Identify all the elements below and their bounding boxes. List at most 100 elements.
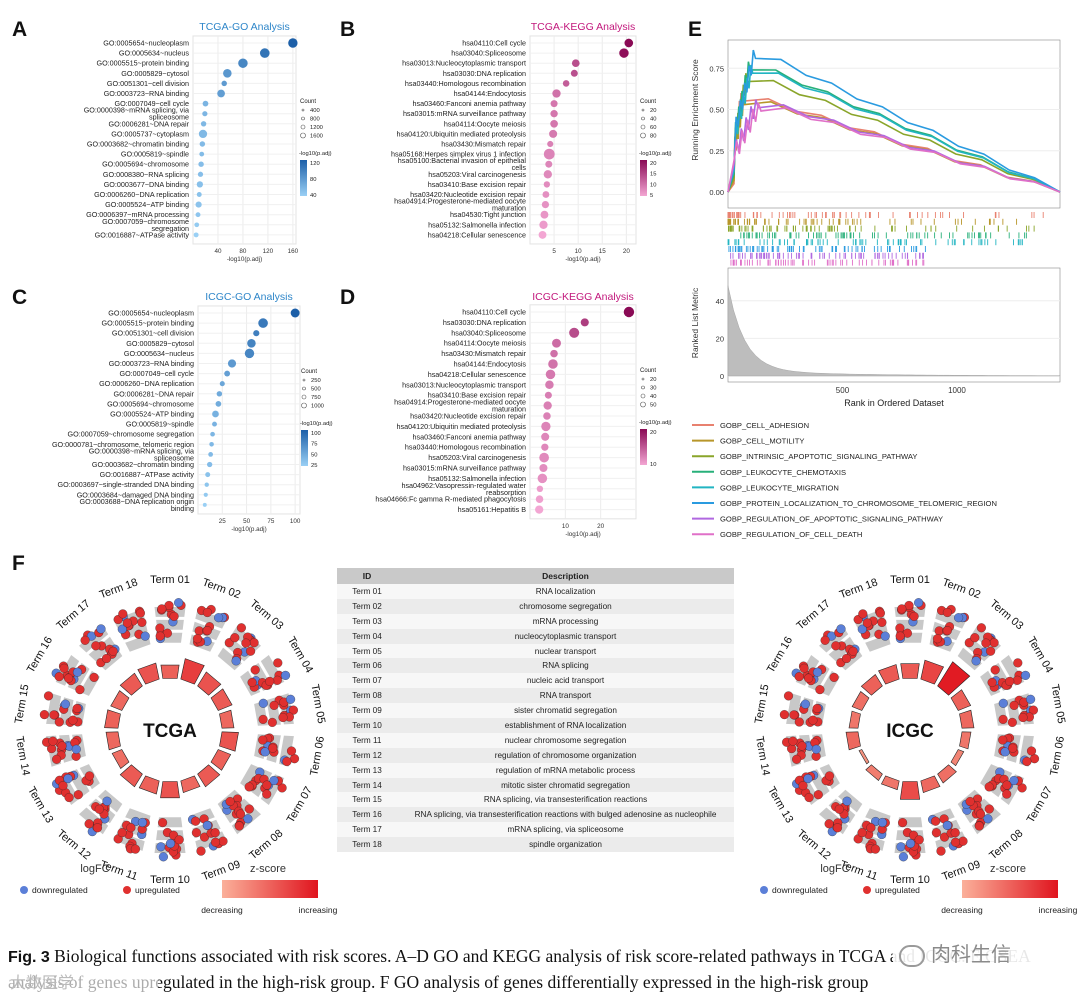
upregulated-gene-dot [118, 609, 128, 619]
downregulated-gene-dot [898, 852, 908, 862]
upregulated-gene-dot [998, 714, 1008, 724]
table-row: Term 13 regulation of mRNA metabolic proc… [337, 762, 734, 778]
es-line [727, 99, 1061, 193]
upregulated-gene-dot [234, 821, 244, 831]
upregulated-gene-dot [101, 653, 112, 664]
legend-count-label: 60 [650, 125, 656, 131]
upregulated-gene-dot [250, 665, 260, 675]
plot-area [529, 304, 637, 520]
x-tick-label: 10 [562, 523, 570, 530]
legend-size-marker [301, 394, 307, 400]
upregulated-gene-dot [848, 646, 858, 656]
data-point [571, 59, 580, 68]
upregulated-gene-dot [84, 819, 94, 829]
upregulated-gene-dot [59, 663, 69, 673]
data-point [217, 89, 225, 98]
data-point [203, 492, 208, 497]
data-point [541, 421, 551, 432]
y-tick-label: hsa03040:Spliceosome [451, 49, 526, 58]
upregulated-gene-dot [989, 638, 999, 648]
upregulated-gene-dot [1002, 780, 1012, 790]
data-point [547, 140, 554, 148]
y-tick-label: spliceosome [149, 113, 189, 122]
upregulated-gene-dot [857, 828, 867, 838]
term-id: Term 10 [337, 718, 397, 733]
legend-color-label: 100 [311, 431, 321, 437]
y-tick-label: reabsorption [486, 488, 526, 497]
upregulated-gene-dot [265, 676, 275, 686]
y-tick-label: hsa05168:Herpes simplex virus 1 infectio… [391, 150, 526, 159]
legend-color-label: 25 [311, 463, 317, 469]
gene-track-bar [195, 831, 227, 851]
table-row: Term 12 regulation of chromosome organiza… [337, 747, 734, 763]
data-point [194, 222, 200, 228]
table-row: Term 07 nucleic acid transport [337, 673, 734, 689]
circos-term-label: Term 16 [25, 635, 55, 675]
data-point [562, 80, 570, 87]
term-id: Term 11 [337, 732, 397, 748]
y-tick-label: hsa04120:Ubiquitin mediated proteolysis [397, 422, 527, 431]
y-axis-label-top: Running Enrichment Score [690, 59, 700, 161]
upregulated-gene-dot [258, 735, 268, 745]
y-tick-label: GO:0051301~cell division [107, 79, 189, 88]
data-point [224, 370, 231, 377]
y-tick-label: GO:0005694~chromosome [107, 399, 194, 408]
legend-count-label: 40 [650, 394, 656, 400]
chart-title: ICGC-GO Analysis [205, 291, 293, 303]
data-point [196, 181, 204, 188]
upregulated-gene-dot [909, 611, 919, 621]
chart-title: TCGA-GO Analysis [199, 21, 289, 33]
circos-term-label: Term 18 [838, 576, 879, 601]
data-point [543, 170, 552, 179]
circos-term-label: Term 17 [794, 598, 832, 633]
term-id: Term 07 [337, 673, 397, 689]
legend-count-label: 40 [650, 117, 656, 123]
upregulated-gene-dot [820, 635, 830, 645]
y-tick-label: GO:0005829~cytosol [121, 69, 189, 78]
upregulated-gene-dot [72, 703, 82, 714]
upregulated-gene-dot [950, 837, 961, 847]
upregulated-gene-dot [288, 705, 298, 715]
legend-color-title: -log10(p.adj) [300, 421, 333, 427]
circos-term-label: Term 10 [890, 874, 930, 886]
y-tick-label: hsa05161:Hepatitis B [458, 505, 527, 514]
downregulated-gene-dot [1026, 694, 1036, 704]
data-point [537, 473, 548, 484]
upregulated-gene-dot [282, 756, 292, 767]
x-tick-label: 20 [623, 248, 631, 255]
watermark-top: 肉科生信 [893, 936, 1075, 972]
upregulated-gene-dot [157, 604, 167, 614]
upregulated-gene-dot [191, 828, 201, 838]
term-id: Term 12 [337, 747, 397, 763]
upregulated-gene-dot [931, 828, 941, 838]
y-tick-label: GO:0003688~DNA replication origin [80, 497, 194, 506]
gene-track-bar [240, 764, 261, 790]
y-tick-label: 40 [716, 297, 724, 306]
legend-count-label: 30 [650, 386, 656, 392]
upregulated-gene-dot [230, 633, 240, 643]
data-point [543, 181, 551, 188]
x-tick-label: 15 [599, 248, 607, 255]
downregulated-gene-dot [971, 656, 981, 666]
table-row: Term 11 nuclear chromosome segregation [337, 732, 734, 748]
data-point [539, 452, 549, 463]
circos-term-label: Term 04 [285, 635, 315, 675]
upregulated-gene-dot [1018, 712, 1028, 723]
legend-entry: GOBP_REGULATION_OF_CELL_DEATH [720, 530, 862, 539]
data-point [258, 318, 268, 328]
data-point [288, 38, 298, 48]
upregulated-gene-dot [137, 617, 147, 627]
data-point [247, 339, 256, 348]
legend-size-marker [640, 393, 646, 399]
es-line [727, 49, 1061, 193]
table-row: Term 17 mRNA splicing, via spliceosome [337, 822, 734, 838]
zscore-bar [858, 749, 870, 765]
zscore-bar [899, 781, 921, 800]
upregulated-gene-dot [932, 634, 943, 644]
y-tick-label: hsa03015:mRNA surveillance pathway [403, 464, 526, 473]
downregulated-gene-dot [811, 744, 821, 754]
y-tick-label: hsa03013:Nucleocytoplasmic transport [402, 380, 526, 389]
table-header-id: ID [337, 568, 397, 584]
zscore-bar [111, 749, 130, 769]
upregulated-gene-dot [155, 631, 165, 641]
